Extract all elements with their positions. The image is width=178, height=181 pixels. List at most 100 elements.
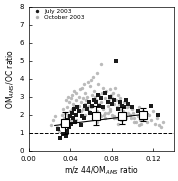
Point xyxy=(62,133,64,136)
Point xyxy=(87,101,90,104)
Point xyxy=(98,93,101,96)
Point xyxy=(124,113,127,116)
Point xyxy=(104,111,107,114)
Point xyxy=(125,115,128,118)
Point xyxy=(108,108,111,111)
Point xyxy=(96,72,99,75)
Point xyxy=(114,99,117,102)
Point xyxy=(63,124,66,127)
Point xyxy=(102,108,105,111)
Point xyxy=(77,110,80,113)
Point xyxy=(90,79,92,82)
Point xyxy=(141,110,144,113)
Point xyxy=(108,110,111,113)
Point xyxy=(122,110,124,113)
Point xyxy=(148,113,150,116)
Point xyxy=(68,126,71,129)
Point xyxy=(72,108,75,111)
Point xyxy=(88,84,91,87)
Point xyxy=(91,93,93,96)
Point xyxy=(91,104,93,107)
Point xyxy=(84,99,87,102)
Point xyxy=(121,104,124,107)
Point xyxy=(132,111,135,114)
Point xyxy=(136,110,139,113)
Point xyxy=(62,108,64,111)
Point xyxy=(96,120,99,123)
Point xyxy=(104,117,107,120)
Point xyxy=(94,101,96,104)
Point xyxy=(80,86,83,89)
Point xyxy=(67,95,70,98)
Point xyxy=(74,120,77,123)
Point xyxy=(129,113,132,116)
Point xyxy=(73,90,76,93)
Point xyxy=(120,119,122,121)
Point xyxy=(83,92,86,94)
Point xyxy=(64,111,67,114)
Point xyxy=(95,99,98,102)
Point xyxy=(109,93,112,96)
Point xyxy=(119,97,121,100)
Point xyxy=(138,119,141,121)
Point xyxy=(125,117,128,120)
Point xyxy=(157,113,160,116)
Point xyxy=(79,122,82,125)
Point xyxy=(65,135,67,138)
Point xyxy=(121,119,124,121)
Point xyxy=(137,124,140,127)
Point xyxy=(99,113,102,116)
Point xyxy=(116,122,119,125)
Point xyxy=(67,113,70,116)
Point xyxy=(141,111,144,114)
Point xyxy=(87,104,90,107)
Point xyxy=(63,117,66,120)
Point xyxy=(88,111,91,114)
Point xyxy=(113,86,116,89)
Point xyxy=(51,119,54,121)
Point xyxy=(61,113,63,116)
Point xyxy=(90,106,92,109)
Point xyxy=(108,95,111,98)
Point xyxy=(76,106,79,109)
Point xyxy=(131,106,134,109)
Point xyxy=(112,102,115,105)
Point xyxy=(81,97,84,100)
Point xyxy=(74,120,77,123)
Point xyxy=(105,90,108,93)
Point xyxy=(71,93,74,96)
Y-axis label: OM$_{AMS}$/OC ratio: OM$_{AMS}$/OC ratio xyxy=(4,49,17,109)
Point xyxy=(102,86,105,89)
Point xyxy=(139,122,142,125)
Point xyxy=(97,83,100,86)
Point xyxy=(131,108,134,111)
Point xyxy=(134,120,137,123)
Point xyxy=(158,124,161,127)
Point xyxy=(96,110,99,113)
Point xyxy=(73,104,76,107)
Point xyxy=(116,108,119,111)
Point xyxy=(145,120,148,123)
Point xyxy=(112,117,115,120)
Point xyxy=(137,106,140,109)
Point xyxy=(71,108,74,111)
Point xyxy=(135,110,138,113)
Point xyxy=(70,122,73,125)
Point xyxy=(66,129,69,132)
Point xyxy=(154,122,157,125)
Point xyxy=(97,93,100,96)
Point xyxy=(95,101,98,104)
Point xyxy=(69,115,72,118)
Point xyxy=(127,102,130,105)
Point xyxy=(53,115,56,118)
Point xyxy=(150,104,153,107)
Point xyxy=(83,102,86,105)
Point xyxy=(119,108,121,111)
Point xyxy=(129,113,132,116)
Point xyxy=(152,110,155,113)
Point xyxy=(128,104,131,107)
Point xyxy=(126,106,129,109)
Point xyxy=(79,110,82,113)
Point xyxy=(79,124,82,127)
Point xyxy=(75,113,78,116)
